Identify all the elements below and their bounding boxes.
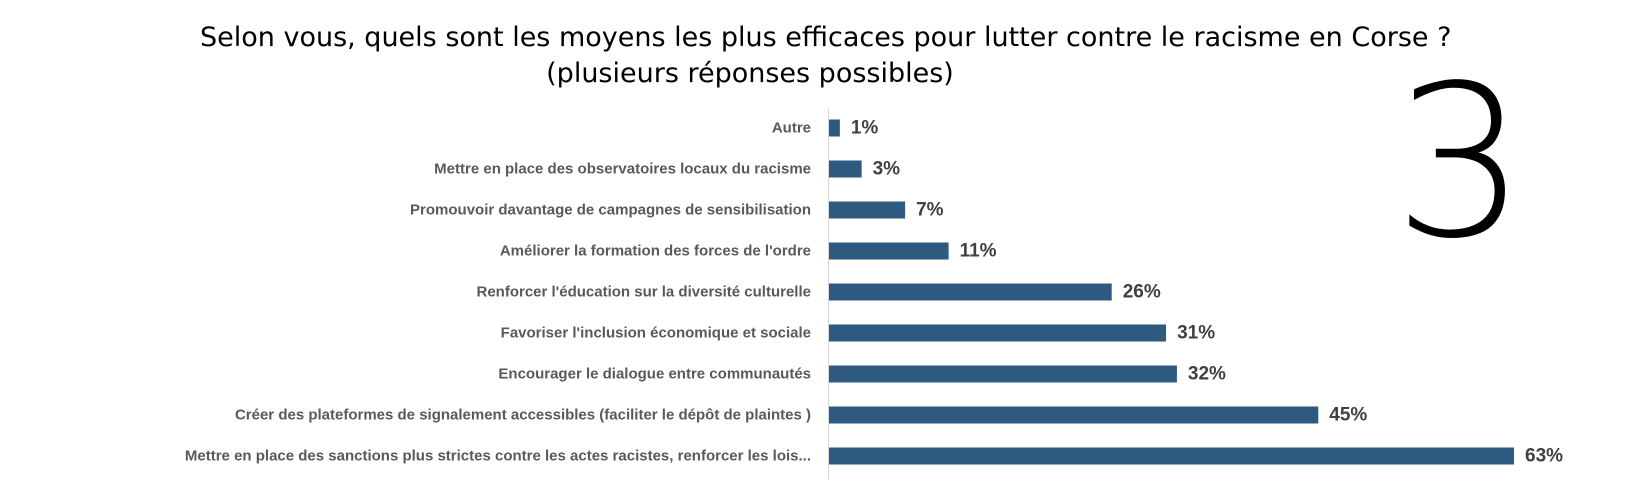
chart-title: Selon vous, quels sont les moyens les pl… — [200, 22, 1452, 53]
value-label: 1% — [851, 118, 879, 139]
bar — [829, 406, 1319, 424]
bars-group: Autre 1% Mettre en place des observatoires… — [185, 118, 1563, 467]
category-label: Renforcer l'éducation sur la diversité c… — [476, 284, 811, 301]
value-label: 3% — [873, 159, 901, 180]
category-label: Favoriser l'inclusion économique et soci… — [501, 325, 811, 342]
bar — [829, 324, 1167, 342]
chart-title-block: Selon vous, quels sont les moyens les pl… — [200, 20, 1452, 92]
bar — [829, 283, 1112, 301]
bar — [829, 242, 949, 260]
category-label: Encourager le dialogue entre communautés — [498, 366, 811, 383]
category-label: Mettre en place des observatoires locaux… — [434, 161, 811, 178]
value-label: 63% — [1525, 446, 1563, 467]
bar — [829, 365, 1177, 383]
value-label: 26% — [1123, 282, 1161, 303]
bar — [829, 160, 862, 178]
value-label: 31% — [1177, 323, 1215, 344]
bar — [829, 119, 840, 137]
category-label: Autre — [772, 120, 811, 137]
category-label: Promouvoir davantage de campagnes de sen… — [410, 202, 811, 219]
chart-subtitle: (plusieurs réponses possibles) — [546, 58, 954, 89]
value-label: 11% — [960, 241, 997, 262]
page-number: 3 — [1393, 40, 1527, 285]
category-label: Améliorer la formation des forces de l'o… — [500, 243, 811, 260]
category-label: Mettre en place des sanctions plus stric… — [185, 448, 811, 465]
bar — [829, 447, 1514, 465]
value-label: 45% — [1329, 405, 1367, 426]
bar — [829, 201, 906, 219]
category-label: Créer des plateformes de signalement acc… — [235, 407, 811, 424]
value-label: 32% — [1188, 364, 1226, 385]
value-label: 7% — [916, 200, 944, 221]
